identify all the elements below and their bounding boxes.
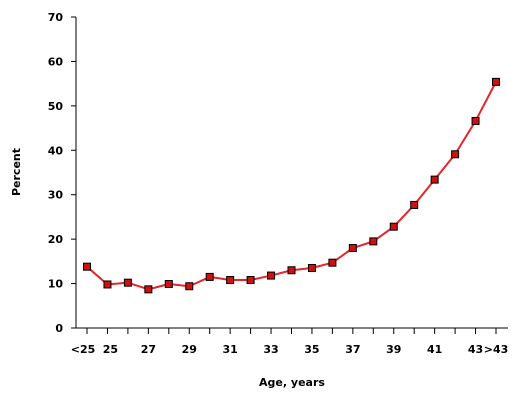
x-tick-label: 41	[427, 343, 442, 356]
series-layer	[83, 77, 500, 294]
data-point-marker	[451, 150, 460, 159]
x-tick-label: 43	[468, 343, 483, 356]
data-point-marker	[287, 266, 296, 275]
data-point-marker	[348, 244, 357, 253]
data-point-marker	[267, 271, 276, 280]
y-axis-ticks: 0 10 20 30 40 50 60 70	[48, 11, 76, 335]
data-point-marker	[471, 116, 480, 125]
data-point-marker	[246, 276, 255, 285]
x-tick-label: 29	[182, 343, 197, 356]
data-point-marker	[103, 280, 112, 289]
x-tick-label: 31	[222, 343, 237, 356]
y-tick-label: 70	[48, 11, 64, 24]
y-tick-label: 60	[48, 55, 64, 68]
x-tick-label: 33	[263, 343, 278, 356]
x-tick-label: 37	[345, 343, 360, 356]
data-point-marker	[83, 262, 91, 271]
data-point-marker	[492, 77, 500, 86]
y-tick-label: 50	[48, 100, 64, 113]
y-tick-label: 0	[55, 322, 63, 335]
x-tick-label: 25	[103, 343, 118, 356]
x-axis-title: Age, years	[259, 376, 325, 389]
data-point-marker	[389, 222, 398, 231]
data-point-marker	[430, 175, 439, 184]
data-point-marker	[185, 282, 194, 291]
data-point-marker	[410, 200, 419, 209]
data-point-marker	[328, 258, 337, 267]
chart-axes	[75, 17, 508, 329]
data-point-marker	[144, 285, 153, 294]
data-point-marker	[226, 276, 235, 285]
x-axis-ticks: <25 25 27 29 31 33 35 37 39 41 43 >43	[71, 328, 509, 356]
series-line	[86, 81, 497, 291]
y-tick-label: 40	[48, 144, 64, 157]
x-tick-label: >43	[484, 343, 509, 356]
x-tick-label: <25	[71, 343, 96, 356]
x-tick-label: 27	[141, 343, 156, 356]
data-point-marker	[164, 280, 173, 289]
data-point-marker	[307, 264, 316, 273]
data-point-marker	[123, 278, 132, 287]
data-point-marker	[205, 272, 214, 281]
y-tick-label: 20	[48, 233, 64, 246]
y-axis-title: Percent	[10, 148, 23, 196]
x-tick-label: 35	[304, 343, 319, 356]
x-tick-label: 39	[386, 343, 401, 356]
data-point-marker	[369, 237, 378, 246]
y-tick-label: 30	[48, 189, 64, 202]
y-tick-label: 10	[48, 278, 64, 291]
